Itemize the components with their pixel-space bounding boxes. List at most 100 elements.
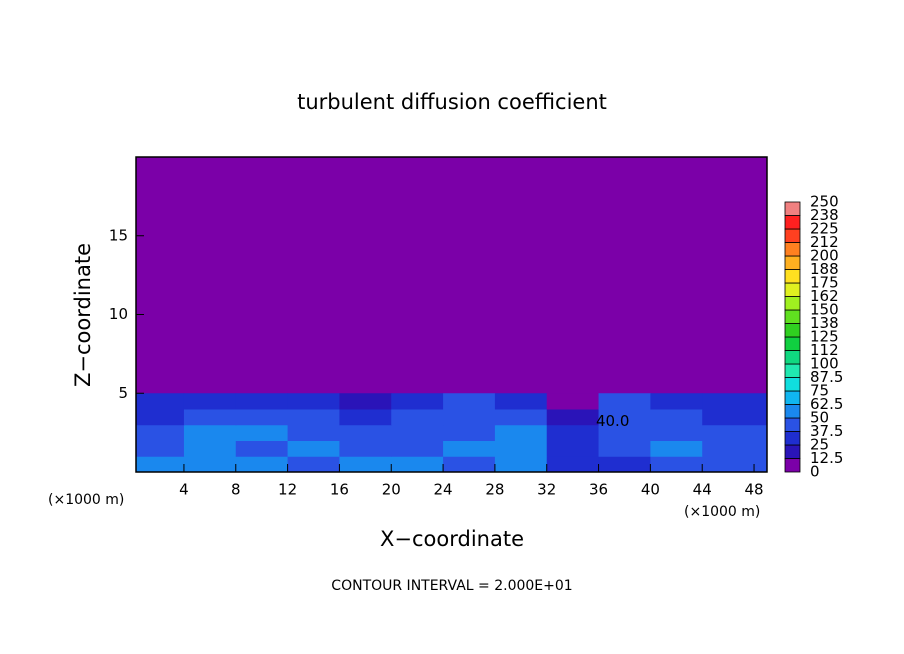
colorbar-swatch	[784, 363, 801, 378]
field-cell	[494, 424, 548, 441]
colorbar-swatch	[784, 269, 801, 284]
colorbar-label: 175	[810, 274, 839, 292]
colorbar-swatch	[784, 404, 801, 419]
field-cell	[287, 393, 340, 410]
field-cell	[183, 409, 237, 426]
colorbar-swatch	[784, 255, 801, 270]
x-tick-label: 40	[641, 481, 660, 499]
field-cell	[702, 440, 768, 457]
colorbar-swatch	[784, 282, 801, 297]
x-tick-label: 20	[382, 481, 401, 499]
colorbar-swatch	[784, 444, 801, 459]
field-cell	[494, 440, 548, 457]
field-cell	[598, 393, 651, 410]
x-unit-right: (×1000 m)	[684, 504, 760, 520]
field-cell	[235, 424, 289, 441]
colorbar-label: 75	[810, 382, 829, 400]
colorbar-label: 225	[810, 220, 839, 238]
colorbar-label: 250	[810, 193, 839, 211]
colorbar-swatch	[784, 323, 801, 338]
colorbar-swatch	[784, 215, 801, 230]
field-cell	[183, 456, 237, 473]
field-cell	[136, 393, 185, 410]
colorbar-label: 150	[810, 301, 839, 319]
field-cell	[443, 393, 496, 410]
x-tick-label: 12	[278, 481, 297, 499]
field-cell	[598, 409, 651, 426]
colorbar-label: 212	[810, 233, 839, 251]
x-tick-label: 24	[434, 481, 453, 499]
field-cell	[287, 424, 340, 441]
x-axis-label: X−coordinate	[380, 527, 524, 551]
field-cell	[136, 440, 185, 457]
field-cell	[598, 440, 651, 457]
field-cell	[183, 424, 237, 441]
x-tick-label: 48	[744, 481, 763, 499]
colorbar-label: 25	[810, 436, 829, 454]
x-tick-label: 16	[330, 481, 349, 499]
colorbar-label: 238	[810, 206, 839, 224]
colorbar-swatch	[784, 336, 801, 351]
field-cell	[494, 393, 548, 410]
x-tick-label: 44	[693, 481, 712, 499]
colorbar-swatch	[784, 296, 801, 311]
colorbar-swatch	[784, 228, 801, 243]
field-cell	[136, 456, 185, 473]
field-cell	[339, 409, 392, 426]
colorbar-label: 112	[810, 341, 839, 359]
field-cell	[183, 440, 237, 457]
field-cell	[546, 440, 600, 457]
field-cell	[650, 409, 703, 426]
field-cell	[339, 456, 392, 473]
colorbar-label: 125	[810, 328, 839, 346]
colorbar-label: 138	[810, 314, 839, 332]
colorbar-swatch	[784, 242, 801, 257]
field-cell	[391, 409, 444, 426]
colorbar-label: 188	[810, 260, 839, 278]
colorbar-swatch	[784, 431, 801, 446]
y-tick-label: 15	[109, 226, 128, 244]
colorbar-swatch	[784, 309, 801, 324]
field-cell	[443, 409, 496, 426]
x-tick-label: 32	[537, 481, 556, 499]
field-cell	[702, 424, 768, 441]
field-cell	[287, 440, 340, 457]
field-cell	[702, 456, 768, 473]
colorbar-swatch	[784, 417, 801, 432]
field-cell	[598, 424, 651, 441]
x-unit-left: (×1000 m)	[48, 492, 124, 508]
field-cell	[235, 456, 289, 473]
colorbar-label: 100	[810, 355, 839, 373]
field-cell	[339, 424, 392, 441]
field-cell	[598, 456, 651, 473]
field-cell	[650, 440, 703, 457]
field-cell	[650, 424, 703, 441]
field-cell	[443, 440, 496, 457]
colorbar-label: 87.5	[810, 368, 843, 386]
field-cell	[650, 393, 703, 410]
x-tick-label: 28	[485, 481, 504, 499]
field-cell	[546, 424, 600, 441]
colorbar-label: 200	[810, 247, 839, 265]
field-cell	[391, 393, 444, 410]
field-cell	[391, 424, 444, 441]
field-cell	[287, 456, 340, 473]
field-cell	[494, 409, 548, 426]
colorbar-swatch	[784, 377, 801, 392]
field-cell	[287, 409, 340, 426]
colorbar-label: 0	[810, 463, 820, 481]
y-tick-label: 5	[118, 384, 128, 402]
field-cell	[391, 440, 444, 457]
field-cell	[546, 409, 600, 426]
colorbar-label: 62.5	[810, 395, 843, 413]
field-cell	[391, 456, 444, 473]
colorbar-label: 12.5	[810, 449, 843, 467]
colorbar-label: 162	[810, 287, 839, 305]
field-cell	[702, 393, 768, 410]
y-axis-label: Z−coordinate	[71, 243, 95, 387]
footnote: CONTOUR INTERVAL = 2.000E+01	[331, 578, 572, 594]
field-cell	[443, 424, 496, 441]
field-cell	[235, 440, 289, 457]
field-cell	[183, 393, 237, 410]
colorbar-swatch	[784, 390, 801, 405]
